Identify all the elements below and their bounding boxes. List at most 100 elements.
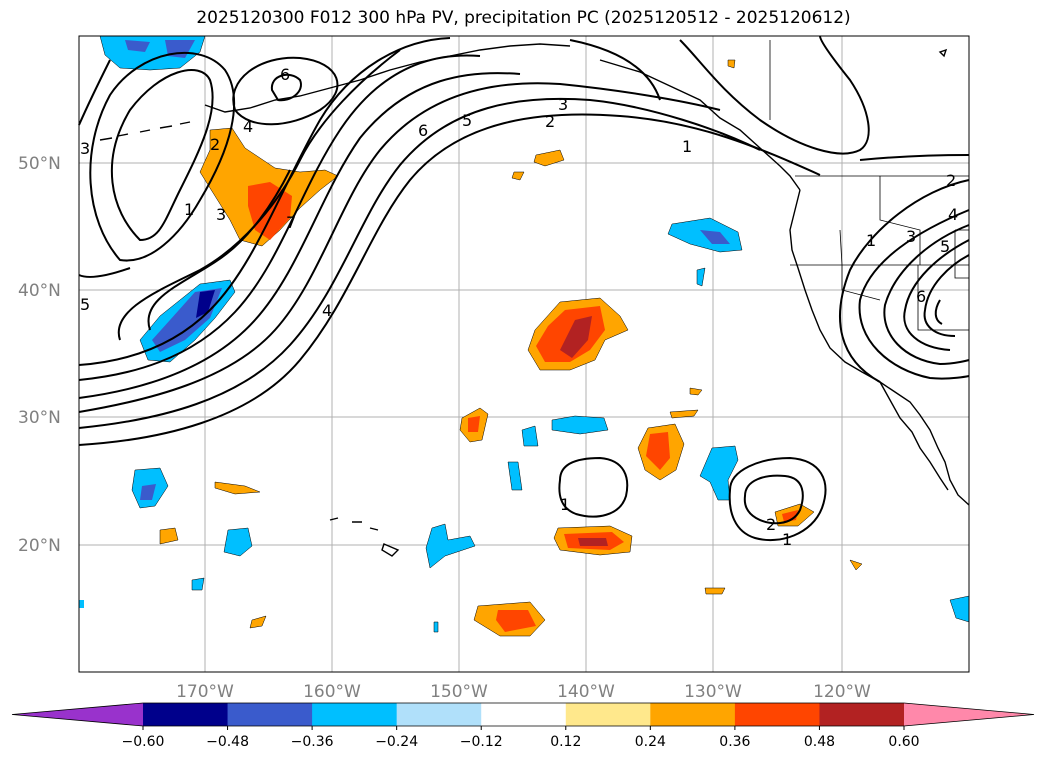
pv-contour-label: 3 bbox=[80, 139, 90, 158]
pv-contour-label: 1 bbox=[560, 495, 570, 514]
colorbar-tick-label: 0.60 bbox=[888, 734, 919, 750]
pv-contour-label: 6 bbox=[916, 287, 926, 306]
precip-negative-region bbox=[696, 267, 706, 287]
baja-california bbox=[879, 381, 949, 491]
pv-contour bbox=[78, 37, 451, 366]
pv-contour bbox=[858, 209, 970, 380]
lat-label: 30°N bbox=[18, 408, 61, 428]
precip-positive-core bbox=[496, 610, 536, 632]
pv-contour-label: 6 bbox=[280, 65, 290, 84]
precip-positive-region bbox=[727, 59, 736, 69]
precip-positive-region bbox=[704, 587, 726, 595]
precip-positive-region bbox=[511, 171, 525, 181]
colorbar-swatch bbox=[227, 703, 313, 726]
pv-contour-label: 3 bbox=[558, 95, 568, 114]
precip-positive-core bbox=[468, 416, 480, 432]
pv-contour-label: 5 bbox=[462, 111, 472, 130]
precip-negative-core bbox=[196, 290, 215, 318]
precip-positive-region bbox=[533, 149, 565, 167]
pv-contour bbox=[78, 59, 111, 126]
precip-positive-core bbox=[646, 432, 670, 470]
pv-contour bbox=[78, 54, 481, 381]
precip-positive-region bbox=[249, 615, 267, 629]
precip-negative-region bbox=[507, 461, 523, 491]
precip-negative-core bbox=[700, 230, 730, 244]
pv-contour-label: 3 bbox=[216, 205, 226, 224]
colorbar-swatch bbox=[734, 703, 820, 726]
colorbar-swatch bbox=[481, 703, 567, 726]
pv-contour-label: 2 bbox=[545, 112, 555, 131]
alaska-panhandle bbox=[599, 59, 801, 191]
colorbar-tick-label: 0.12 bbox=[550, 734, 581, 750]
precipitation-shading bbox=[79, 35, 970, 637]
pv-contour-label: 5 bbox=[80, 295, 90, 314]
pv-contour bbox=[232, 56, 339, 126]
precip-negative-region bbox=[425, 523, 476, 569]
colorbar-tick-label: −0.60 bbox=[122, 734, 165, 750]
aleutian-islands bbox=[99, 121, 191, 141]
precip-positive-core bbox=[560, 316, 592, 358]
lon-label: 160°W bbox=[303, 682, 361, 702]
colorbar-tick-label: 0.24 bbox=[635, 734, 666, 750]
lon-label: 150°W bbox=[430, 682, 488, 702]
lon-label: 140°W bbox=[557, 682, 615, 702]
colorbar-swatch bbox=[819, 703, 905, 726]
precip-positive-core bbox=[578, 538, 608, 546]
precip-positive-core bbox=[782, 510, 798, 522]
pv-contour-label: 7 bbox=[286, 213, 296, 232]
colorbar-tick-label: −0.12 bbox=[460, 734, 503, 750]
pv-contour bbox=[78, 267, 131, 278]
precip-positive-region bbox=[689, 387, 703, 396]
pv-contour bbox=[679, 35, 870, 155]
precip-positive-region bbox=[849, 559, 863, 571]
map-frame bbox=[78, 35, 970, 673]
precip-negative-region bbox=[191, 577, 205, 591]
precip-positive-region bbox=[214, 481, 261, 495]
precip-positive-region bbox=[669, 409, 699, 419]
colorbar-tick-label: −0.48 bbox=[206, 734, 249, 750]
pv-contour bbox=[859, 154, 970, 161]
pv-contour bbox=[728, 456, 827, 542]
pv-contour bbox=[934, 299, 943, 325]
lon-label: 170°W bbox=[176, 682, 234, 702]
figure-title: 2025120300 F012 300 hPa PV, precipitatio… bbox=[196, 8, 851, 28]
pv-contour bbox=[558, 456, 629, 518]
pv-contour bbox=[839, 179, 970, 383]
pv-contour bbox=[903, 239, 970, 351]
precip-negative-region bbox=[551, 415, 609, 435]
pv-contour bbox=[883, 224, 970, 366]
pv-contour bbox=[89, 51, 236, 262]
colorbar-tick-label: 0.48 bbox=[804, 734, 835, 750]
precip-negative-core bbox=[140, 484, 156, 500]
lat-label: 50°N bbox=[18, 154, 61, 174]
colorbar-tick-label: −0.36 bbox=[291, 734, 334, 750]
pv-contour-label: 2 bbox=[766, 515, 776, 534]
colorbar-tick-label: −0.24 bbox=[375, 734, 418, 750]
pv-contour-label: 5 bbox=[940, 237, 950, 256]
north-america-coastline bbox=[789, 189, 970, 506]
pv-contour-label: 1 bbox=[782, 530, 792, 549]
island bbox=[938, 48, 948, 58]
pv-contour bbox=[923, 254, 970, 337]
pv-contour-label: 1 bbox=[184, 200, 194, 219]
state-border bbox=[879, 176, 921, 265]
pv-contour-label: 4 bbox=[322, 301, 332, 320]
pv-contour-label: 6 bbox=[418, 121, 428, 140]
precip-positive-region bbox=[159, 527, 179, 545]
pv-contour bbox=[743, 474, 804, 525]
lat-label: 40°N bbox=[18, 281, 61, 301]
colorbar-extend-high bbox=[904, 703, 1034, 726]
alaska-coastline bbox=[204, 43, 571, 113]
colorbar-swatch bbox=[396, 703, 482, 726]
pv-contour bbox=[147, 169, 291, 331]
pv-contour-label: 1 bbox=[682, 137, 692, 156]
pv-contour bbox=[569, 39, 661, 101]
lon-label: 120°W bbox=[813, 682, 871, 702]
precip-negative-region bbox=[521, 425, 539, 447]
colorbar-extend-low bbox=[12, 703, 143, 726]
pv-contours bbox=[78, 35, 970, 542]
pv-contour bbox=[78, 82, 721, 413]
pv-contour-label: 1 bbox=[866, 231, 876, 250]
colorbar-swatch bbox=[650, 703, 736, 726]
